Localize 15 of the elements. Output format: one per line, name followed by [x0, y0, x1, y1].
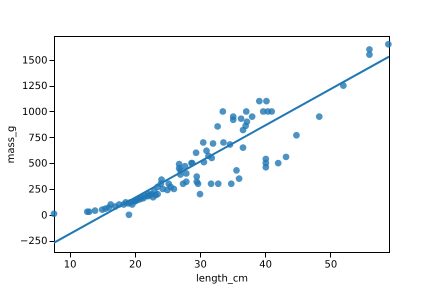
y-tick-label: 250	[28, 184, 48, 196]
y-tick-label: −250	[20, 236, 48, 248]
y-tick-label: 0	[41, 210, 48, 222]
y-tick-label: 750	[28, 132, 48, 144]
y-tick-label: 500	[28, 158, 48, 170]
x-tick-label: 20	[128, 260, 142, 270]
y-tick-label: 1250	[22, 81, 48, 92]
y-tick-label: 1500	[22, 55, 48, 66]
y-axis-title: mass_g	[6, 126, 18, 164]
x-tick-label: 10	[64, 260, 77, 270]
x-tick-label: 40	[259, 260, 272, 270]
x-tick-label: 30	[194, 260, 207, 270]
x-axis-title: length_cm	[196, 274, 248, 284]
x-tick-label: 50	[324, 260, 338, 270]
y-tick-label: 1000	[22, 106, 48, 118]
